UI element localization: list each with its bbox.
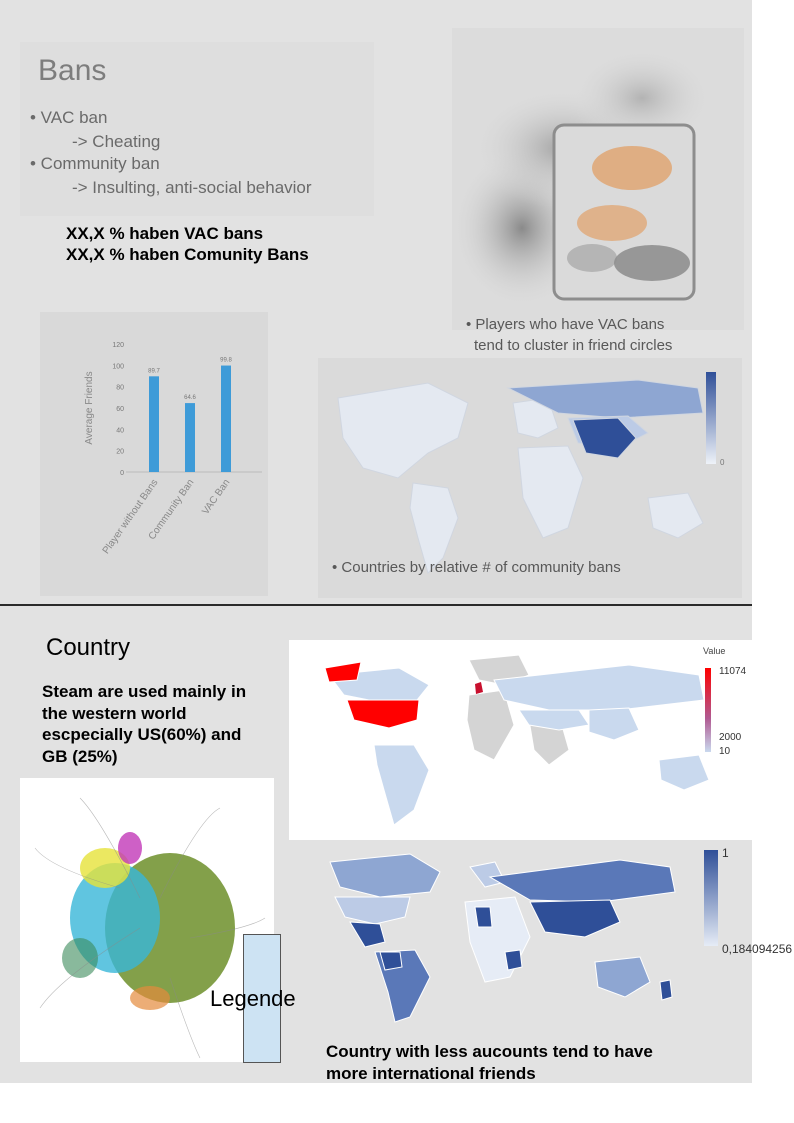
country-title: Country: [46, 634, 131, 661]
community-bans-map: 0: [318, 358, 742, 598]
cluster-caption-line2: tend to cluster in friend circles: [474, 337, 673, 354]
bans-line-cheating: -> Cheating: [72, 132, 161, 151]
friends-map-color-scale: [704, 850, 718, 946]
community-scale-min: 0: [720, 458, 725, 467]
vac-percentage-text: XX,X % haben VAC bans: [66, 224, 264, 243]
legend-box: [243, 934, 281, 1063]
steam-usage-line3: escpecially US(60%) and: [42, 725, 242, 744]
steam-usage-line4: GB (25%): [42, 747, 118, 766]
y-tick-label: 0: [120, 470, 124, 477]
bar-value-label: 89.7: [148, 368, 160, 374]
steam-usage-line1: Steam are used mainly in: [42, 682, 247, 701]
value-legend-tick-max: 11074: [719, 666, 747, 677]
community-map-caption: • Countries by relative # of community b…: [332, 559, 621, 576]
bar-value-label: 64.6: [184, 395, 196, 401]
average-friends-bar-chart: 0 20 40 60 80 100 120 Average Friends 89.7 Player…: [40, 312, 268, 596]
y-axis-label: Average Friends: [84, 371, 95, 444]
international-friends-map: [290, 842, 690, 1024]
bar: [221, 365, 231, 472]
y-tick-label: 80: [116, 385, 124, 392]
y-tick-label: 40: [116, 427, 124, 434]
bans-slide: Bans • VAC ban -> Cheating • Community b…: [20, 42, 374, 216]
friends-caption-line2: more international friends: [326, 1064, 536, 1083]
bans-title: Bans: [38, 54, 107, 87]
bans-line-community: • Community ban: [30, 154, 160, 173]
accounts-per-country-map: Value 11074 2000 10: [289, 640, 767, 840]
bar: [185, 403, 195, 472]
bar-value-label: 99.8: [220, 358, 232, 364]
x-tick-label: VAC Ban: [200, 477, 232, 516]
value-legend-tick-mid: 2000: [719, 732, 742, 743]
value-legend-title: Value: [703, 646, 726, 656]
y-tick-label: 60: [116, 406, 124, 413]
value-legend-tick-min: 10: [719, 746, 731, 757]
y-tick-label: 100: [112, 363, 124, 370]
friends-scale-min: 0,184094256: [722, 942, 793, 956]
community-percentage-text: XX,X % haben Comunity Bans: [66, 245, 309, 264]
y-tick-label: 120: [112, 342, 124, 349]
divider: [0, 604, 752, 606]
x-tick-label: Player without Bans: [101, 477, 161, 556]
bans-line-vac: • VAC ban: [30, 108, 108, 127]
bar-chart-svg: 0 20 40 60 80 100 120 Average Friends 89.7 Player…: [84, 342, 262, 556]
y-tick-label: 20: [116, 449, 124, 456]
bar: [149, 376, 159, 472]
steam-usage-line2: the western world: [42, 704, 187, 723]
friends-caption-line1: Country with less aucounts tend to have: [326, 1042, 653, 1061]
friends-scale-max: 1: [722, 846, 729, 860]
friend-network-graph-image: [20, 778, 274, 1062]
cluster-caption-line1: • Players who have VAC bans: [466, 316, 665, 333]
legend-label: Legende: [210, 986, 296, 1011]
bans-line-insulting: -> Insulting, anti-social behavior: [72, 178, 312, 197]
vac-cluster-graph-image: [452, 28, 744, 330]
